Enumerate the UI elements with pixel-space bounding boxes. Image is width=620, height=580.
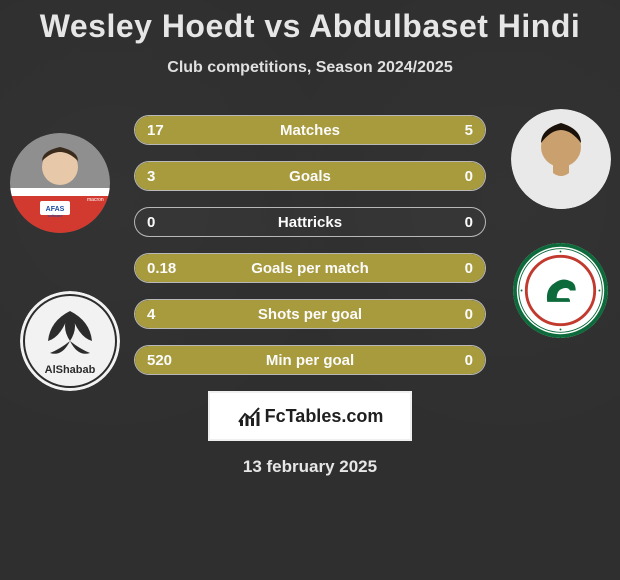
stat-row: Goals per match0.180 <box>134 253 486 283</box>
player-left-avatar: AFAS software macron <box>10 133 110 233</box>
player-right-club-badge <box>513 243 608 338</box>
svg-text:AFAS: AFAS <box>46 206 65 213</box>
stat-row: Hattricks0 0 <box>134 207 486 237</box>
stat-fill-right <box>405 116 486 144</box>
player-right-avatar-image <box>511 109 611 209</box>
stat-row: Min per goal5200 <box>134 345 486 375</box>
player-left-club-badge: AlShabab <box>20 291 120 391</box>
branding-chart-icon <box>237 404 261 428</box>
stat-value-right: 0 <box>453 208 485 236</box>
stat-fill-left <box>135 162 485 190</box>
player-right-avatar <box>511 109 611 209</box>
subtitle: Club competitions, Season 2024/2025 <box>0 59 620 77</box>
player-left-club-icon: AlShabab <box>20 291 120 391</box>
svg-text:software: software <box>47 213 63 218</box>
player-right-club-icon <box>513 243 608 338</box>
stat-row: Shots per goal40 <box>134 299 486 329</box>
stat-label: Hattricks <box>135 208 485 236</box>
stat-row: Goals30 <box>134 161 486 191</box>
stat-fill-left <box>135 254 485 282</box>
branding-box: FcTables.com <box>208 391 412 441</box>
stat-fill-left <box>135 346 485 374</box>
svg-text:macron: macron <box>87 197 104 203</box>
date-text: 13 february 2025 <box>0 457 620 477</box>
stat-value-left: 0 <box>135 208 167 236</box>
stat-bars: Matches175 Goals30 Hattricks0 0 Goals per ma… <box>134 109 486 375</box>
branding-text: FcTables.com <box>265 406 384 427</box>
stat-fill-left <box>135 116 405 144</box>
comparison-content: AFAS software macron AlShabab <box>0 109 620 375</box>
page-title: Wesley Hoedt vs Abdulbaset Hindi <box>0 0 620 45</box>
stat-row: Matches175 <box>134 115 486 145</box>
stat-fill-left <box>135 300 485 328</box>
svg-text:AlShabab: AlShabab <box>45 364 96 376</box>
player-left-avatar-image: AFAS software macron <box>10 133 110 233</box>
